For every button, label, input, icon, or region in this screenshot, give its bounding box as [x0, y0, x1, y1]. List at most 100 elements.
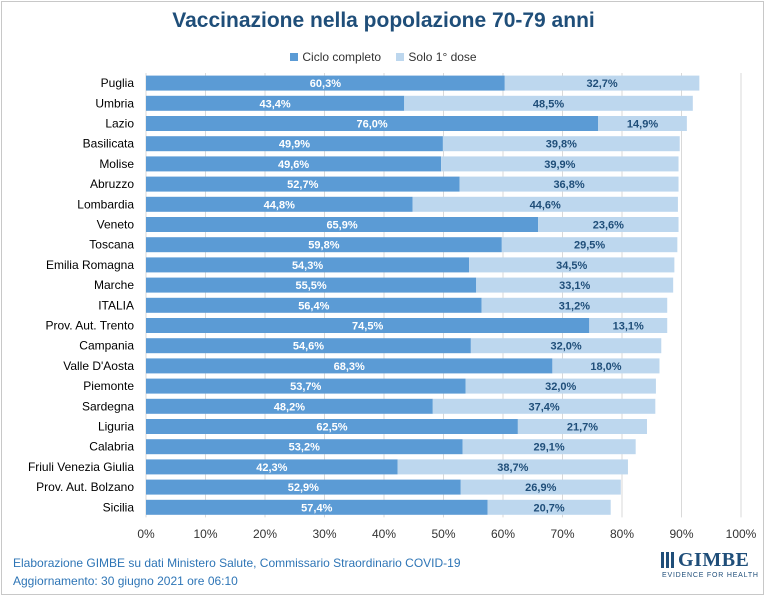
x-tick-label-0: 0%	[137, 527, 155, 541]
bar-ciclo-completo-abruzzo	[146, 176, 460, 192]
x-tick-label-70: 70%	[550, 527, 574, 541]
legend-item-ciclo-completo: Ciclo completo	[290, 50, 381, 64]
data-label-solo-prima-dose-liguria: 21,7%	[567, 422, 598, 434]
category-label-marche: Marche	[94, 278, 134, 292]
legend-item-solo-prima-dose: Solo 1° dose	[396, 50, 477, 64]
data-label-ciclo-completo-lombardia: 44,8%	[264, 199, 295, 211]
bar-solo-prima-dose-prov-aut-trento	[589, 318, 668, 333]
data-label-solo-prima-dose-italia: 31,2%	[559, 300, 590, 312]
bar-ciclo-completo-toscana	[146, 237, 502, 253]
data-label-ciclo-completo-piemonte: 53,7%	[290, 381, 321, 393]
category-label-emilia-romagna: Emilia Romagna	[46, 258, 134, 272]
category-label-toscana: Toscana	[89, 238, 134, 252]
bar-solo-prima-dose-sardegna	[432, 398, 656, 414]
data-label-solo-prima-dose-piemonte: 32,0%	[545, 381, 576, 393]
x-tick-label-60: 60%	[491, 527, 515, 541]
category-label-campania: Campania	[79, 339, 134, 353]
bar-solo-prima-dose-liguria	[517, 419, 647, 434]
data-label-ciclo-completo-molise: 49,6%	[278, 159, 309, 171]
bar-solo-prima-dose-italia	[481, 297, 668, 313]
data-label-solo-prima-dose-marche: 33,1%	[559, 280, 590, 292]
data-label-ciclo-completo-campania: 54,6%	[293, 341, 324, 353]
data-label-ciclo-completo-lazio: 76,0%	[356, 119, 387, 131]
category-label-lombardia: Lombardia	[77, 197, 134, 211]
bar-ciclo-completo-italia	[146, 297, 482, 313]
data-label-solo-prima-dose-calabria: 29,1%	[534, 442, 565, 454]
bar-ciclo-completo-basilicata	[146, 136, 443, 152]
data-label-solo-prima-dose-friuli-venezia-giulia: 38,7%	[497, 462, 528, 474]
category-label-lazio: Lazio	[105, 117, 134, 131]
data-label-solo-prima-dose-umbria: 48,5%	[533, 98, 564, 110]
data-label-solo-prima-dose-prov-aut-bolzano: 26,9%	[525, 482, 556, 494]
data-label-ciclo-completo-prov-aut-bolzano: 52,9%	[288, 482, 319, 494]
x-tick-label-10: 10%	[193, 527, 217, 541]
bar-solo-prima-dose-friuli-venezia-giulia	[397, 459, 628, 475]
x-tick-label-80: 80%	[610, 527, 634, 541]
bar-solo-prima-dose-prov-aut-bolzano	[460, 479, 621, 495]
category-label-abruzzo: Abruzzo	[90, 177, 134, 191]
bar-solo-prima-dose-piemonte	[465, 378, 656, 394]
category-label-sardegna: Sardegna	[82, 399, 134, 413]
x-tick-label-100: 100%	[726, 527, 757, 541]
bar-ciclo-completo-prov-aut-bolzano	[146, 479, 461, 495]
data-label-solo-prima-dose-puglia: 32,7%	[586, 78, 617, 90]
category-label-valle-d-aosta: Valle D'Aosta	[63, 359, 134, 373]
bar-solo-prima-dose-toscana	[501, 237, 678, 253]
data-label-solo-prima-dose-basilicata: 39,8%	[546, 139, 577, 151]
category-label-liguria: Liguria	[98, 420, 134, 434]
category-label-prov-aut-trento: Prov. Aut. Trento	[46, 319, 135, 333]
bar-ciclo-completo-emilia-romagna	[146, 257, 470, 273]
bar-solo-prima-dose-abruzzo	[459, 176, 679, 192]
category-label-piemonte: Piemonte	[83, 379, 134, 393]
data-label-ciclo-completo-toscana: 59,8%	[308, 240, 339, 252]
x-tick-label-90: 90%	[669, 527, 693, 541]
data-label-solo-prima-dose-valle-d-aosta: 18,0%	[590, 361, 621, 373]
data-label-solo-prima-dose-lombardia: 44,6%	[530, 199, 561, 211]
data-label-ciclo-completo-friuli-venezia-giulia: 42,3%	[256, 462, 287, 474]
bar-ciclo-completo-valle-d-aosta	[146, 358, 553, 374]
data-label-ciclo-completo-liguria: 62,5%	[316, 422, 347, 434]
gimbe-logo: GIMBE EVIDENCE FOR HEALTH	[660, 549, 758, 583]
data-label-ciclo-completo-calabria: 53,2%	[289, 442, 320, 454]
data-label-solo-prima-dose-molise: 39,9%	[544, 159, 575, 171]
bar-solo-prima-dose-veneto	[538, 217, 679, 232]
x-tick-label-50: 50%	[431, 527, 455, 541]
data-label-ciclo-completo-veneto: 65,9%	[326, 220, 357, 232]
gimbe-logo-name: GIMBE	[678, 549, 750, 571]
data-label-ciclo-completo-sardegna: 48,2%	[274, 401, 305, 413]
data-label-ciclo-completo-sicilia: 57,4%	[301, 502, 332, 514]
legend-swatch-ciclo-completo	[290, 53, 299, 61]
data-label-ciclo-completo-emilia-romagna: 54,3%	[292, 260, 323, 272]
bar-solo-prima-dose-sicilia	[487, 499, 611, 515]
bar-solo-prima-dose-umbria	[404, 95, 693, 111]
bar-ciclo-completo-calabria	[146, 439, 463, 455]
bar-ciclo-completo-molise	[146, 156, 442, 172]
bar-ciclo-completo-sicilia	[146, 499, 488, 515]
bar-solo-prima-dose-lazio	[598, 116, 687, 131]
data-label-solo-prima-dose-toscana: 29,5%	[574, 240, 605, 252]
category-label-italia: ITALIA	[98, 298, 134, 312]
bar-ciclo-completo-marche	[146, 277, 477, 293]
legend-label-solo-prima-dose: Solo 1° dose	[408, 50, 477, 64]
bar-solo-prima-dose-molise	[441, 156, 679, 172]
bar-solo-prima-dose-campania	[470, 338, 662, 354]
bar-ciclo-completo-puglia	[146, 75, 505, 91]
bar-ciclo-completo-friuli-venezia-giulia	[146, 459, 398, 475]
footer-update: Aggiornamento: 30 giugno 2021 ore 06:10	[13, 574, 238, 588]
data-label-solo-prima-dose-prov-aut-trento: 13,1%	[613, 321, 644, 333]
category-label-basilicata: Basilicata	[83, 137, 135, 151]
data-label-ciclo-completo-italia: 56,4%	[298, 300, 329, 312]
category-label-sicilia: Sicilia	[103, 500, 135, 514]
bar-solo-prima-dose-marche	[476, 277, 674, 293]
chart-legend: Ciclo completo Solo 1° dose	[0, 50, 767, 64]
data-label-ciclo-completo-valle-d-aosta: 68,3%	[334, 361, 365, 373]
x-tick-label-30: 30%	[312, 527, 336, 541]
category-label-friuli-venezia-giulia: Friuli Venezia Giulia	[28, 460, 134, 474]
x-tick-label-20: 20%	[253, 527, 277, 541]
bar-ciclo-completo-piemonte	[146, 378, 466, 394]
bar-solo-prima-dose-calabria	[462, 439, 636, 455]
data-label-solo-prima-dose-sardegna: 37,4%	[528, 401, 559, 413]
legend-swatch-solo-prima-dose	[396, 53, 405, 61]
category-label-umbria: Umbria	[95, 96, 134, 110]
